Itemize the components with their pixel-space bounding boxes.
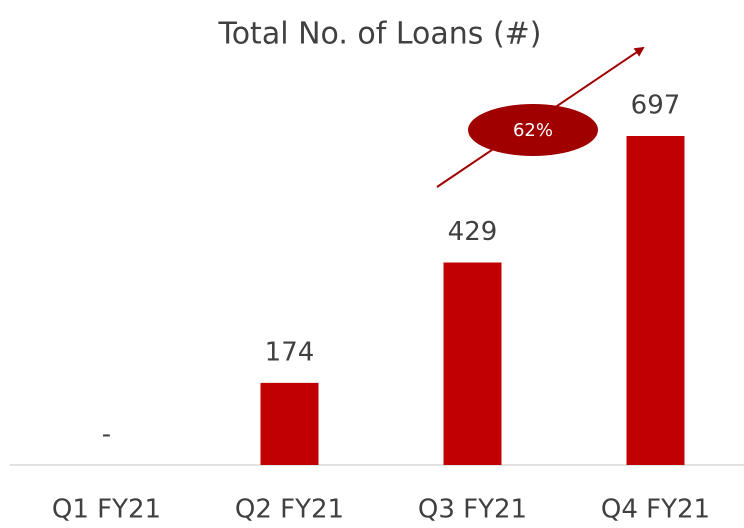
value-label: 429 [448,217,498,247]
chart-title: Total No. of Loans (#) [217,17,541,52]
x-tick-label: Q4 FY21 [601,495,710,525]
x-tick-label: Q1 FY21 [52,495,161,525]
bar [260,382,319,465]
value-label: - [102,420,111,450]
x-tick-label: Q2 FY21 [235,495,344,525]
value-label: 697 [631,91,681,121]
x-tick-label: Q3 FY21 [418,495,527,525]
bar [626,136,685,465]
bar [443,262,502,465]
annotation: 62% [513,120,553,141]
annotation-badge [468,104,598,156]
value-label: 174 [265,337,315,367]
